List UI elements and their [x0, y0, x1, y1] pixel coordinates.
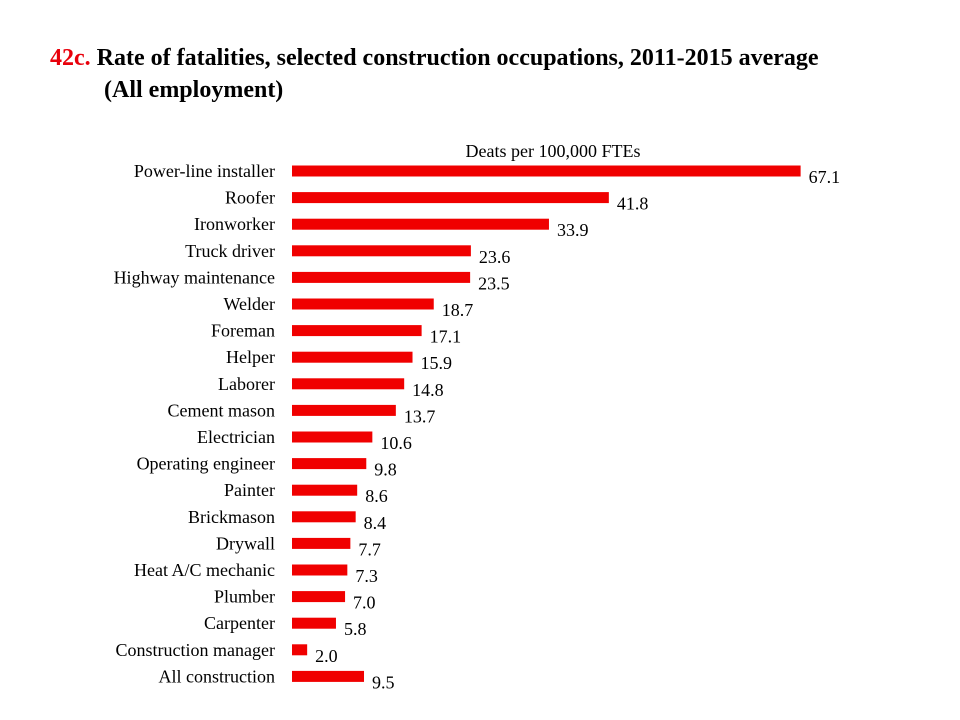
bar-operating-engineer	[292, 458, 367, 470]
value-label-painter: 8.6	[365, 486, 388, 506]
bar-carpenter	[292, 617, 336, 629]
category-label-construction-manager: Construction manager	[116, 640, 275, 660]
bar-cement-mason	[292, 404, 396, 416]
chart-title-line1: Rate of fatalities, selected constructio…	[96, 45, 819, 71]
x-axis-label: Deats per 100,000 FTEs	[466, 141, 641, 161]
value-label-carpenter: 5.8	[344, 619, 367, 639]
category-label-electrician: Electrician	[197, 427, 275, 447]
category-label-truck-driver: Truck driver	[185, 241, 275, 261]
value-label-drywall: 7.7	[358, 539, 381, 559]
bar-helper	[292, 351, 413, 363]
bar-foreman	[292, 325, 422, 337]
bar-heat-a-c-mechanic	[292, 564, 348, 576]
value-label-all-construction: 9.5	[372, 672, 395, 692]
chart-number: 42c.	[50, 45, 91, 71]
category-label-roofer: Roofer	[225, 188, 275, 208]
category-label-foreman: Foreman	[211, 321, 275, 341]
category-label-laborer: Laborer	[218, 374, 275, 394]
bar-plumber	[292, 591, 346, 603]
category-label-operating-engineer: Operating engineer	[137, 454, 275, 474]
chart-title-line2: (All employment)	[104, 77, 284, 103]
value-label-plumber: 7.0	[353, 593, 376, 613]
bar-power-line-installer	[292, 165, 801, 177]
value-label-heat-a-c-mechanic: 7.3	[355, 566, 378, 586]
value-label-truck-driver: 23.6	[479, 247, 511, 267]
category-label-painter: Painter	[224, 480, 275, 500]
value-label-electrician: 10.6	[380, 433, 412, 453]
value-label-welder: 18.7	[442, 300, 474, 320]
category-label-cement-mason: Cement mason	[168, 400, 275, 420]
category-label-all-construction: All construction	[159, 666, 275, 686]
chart-title: 42c. Rate of fatalities, selected constr…	[50, 42, 930, 106]
category-label-drywall: Drywall	[216, 533, 275, 553]
bar-electrician	[292, 431, 373, 443]
bar-painter	[292, 484, 358, 496]
bar-laborer	[292, 378, 405, 390]
value-label-ironworker: 33.9	[557, 220, 589, 240]
category-label-ironworker: Ironworker	[194, 214, 275, 234]
value-label-roofer: 41.8	[617, 194, 649, 214]
bar-roofer	[292, 192, 609, 204]
value-label-power-line-installer: 67.1	[809, 167, 841, 187]
bars-group: Power-line installer 67.1 Roofer 41.8 Ironwo…	[114, 161, 841, 692]
bar-brickmason	[292, 511, 356, 523]
category-label-heat-a-c-mechanic: Heat A/C mechanic	[134, 560, 275, 580]
bar-all-construction	[292, 670, 365, 682]
bar-truck-driver	[292, 245, 471, 257]
category-label-welder: Welder	[223, 294, 275, 314]
category-label-highway-maintenance: Highway maintenance	[114, 267, 275, 287]
value-label-cement-mason: 13.7	[404, 406, 436, 426]
value-label-brickmason: 8.4	[364, 513, 387, 533]
category-label-carpenter: Carpenter	[204, 613, 275, 633]
bar-drywall	[292, 537, 351, 549]
category-label-brickmason: Brickmason	[188, 507, 275, 527]
bar-welder	[292, 298, 434, 310]
value-label-highway-maintenance: 23.5	[478, 273, 510, 293]
category-label-helper: Helper	[226, 347, 275, 367]
bar-highway-maintenance	[292, 271, 471, 283]
value-label-operating-engineer: 9.8	[374, 460, 397, 480]
bar-construction-manager	[292, 644, 308, 656]
bar-ironworker	[292, 218, 549, 230]
value-label-construction-manager: 2.0	[315, 646, 338, 666]
category-label-power-line-installer: Power-line installer	[134, 161, 275, 181]
value-label-foreman: 17.1	[430, 327, 462, 347]
category-label-plumber: Plumber	[214, 587, 275, 607]
value-label-laborer: 14.8	[412, 380, 444, 400]
value-label-helper: 15.9	[421, 353, 453, 373]
